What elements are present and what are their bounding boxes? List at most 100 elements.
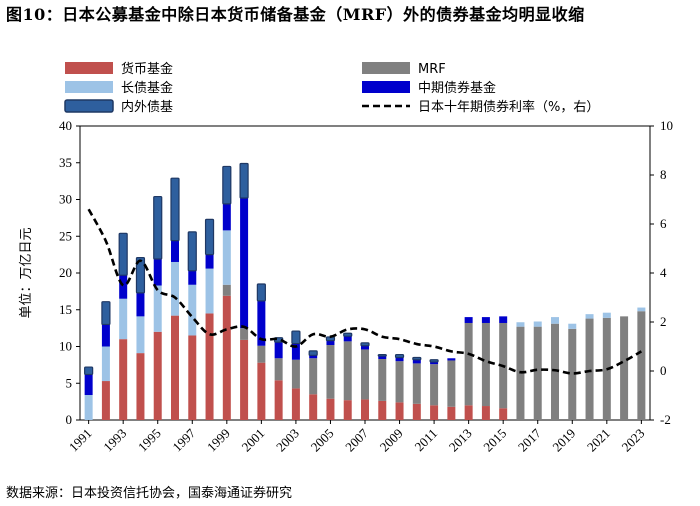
bar-中期债券基金-1998 [205,254,214,269]
x-tick-label-2021: 2021 [584,426,613,455]
bar-MRF-2007 [361,349,369,400]
legend-label-MRF: MRF [418,62,446,77]
bar-中期债券基金-2014 [481,317,490,323]
bar-内外债基-1994 [135,256,146,294]
bar-货币基金-2001 [257,362,266,420]
bar-中期债券基金-1999 [222,203,231,231]
bar-长债基金-2017 [533,321,542,327]
y-tick-label-0: 0 [66,412,73,427]
bar-MRF-2017 [533,326,542,420]
x-tick-label-2015: 2015 [480,426,509,455]
legend-label-长债基金: 长债基金 [121,80,173,96]
legend-label-内外债基: 内外债基 [121,99,173,115]
bar-中期债券基金-1996 [171,240,179,262]
legend-swatch-货币基金 [65,62,113,74]
bar-长债基金-1993 [119,298,128,340]
bar-中期债券基金-2015 [499,316,508,323]
bar-中期债券基金-1997 [188,270,197,285]
y2-tick-label-4: 4 [660,265,667,280]
y2-tick-label-0: 0 [660,363,667,378]
bar-货币基金-1998 [205,313,214,420]
bar-中期债券基金-1994 [136,292,145,317]
y-axis-label: 单位：万亿日元 [19,227,34,318]
bar-MRF-2013 [464,322,473,406]
bar-货币基金-1999 [222,295,231,420]
bar-货币基金-1994 [136,353,145,420]
bar-货币基金-2005 [326,398,335,420]
bar-长债基金-1998 [205,268,214,314]
bar-长债基金-1992 [101,346,110,382]
x-tick-label-2017: 2017 [515,425,544,454]
x-tick-label-1993: 1993 [100,426,129,455]
bar-MRF-2000 [240,328,249,340]
bar-长债基金-1996 [171,261,179,316]
bar-长债基金-1995 [153,285,162,332]
bar-MRF-2014 [481,322,490,407]
bar-MRF-1999 [222,284,231,296]
bar-中期债券基金-2005 [326,340,335,346]
y2-tick-label-6: 6 [660,216,667,231]
bar-内外债基-2011 [429,359,439,363]
bar-MRF-2001 [257,345,266,363]
bar-内外债基-2008 [377,353,387,357]
bar-MRF-2021 [602,317,611,420]
bar-中期债券基金-2012 [447,358,456,361]
chart-source: 数据来源：日本投资信托协会，国泰海通证券研究 [6,486,293,501]
bar-中期债券基金-2000 [240,198,249,329]
y-tick-label-5: 5 [66,375,73,390]
line-日本十年期债券利率（%，右） [87,208,643,375]
bar-中期债券基金-1995 [153,259,162,286]
bar-货币基金-2015 [499,408,508,420]
bar-货币基金-2010 [412,403,421,420]
bar-内外债基-2003 [291,330,301,345]
bar-货币基金-1992 [101,381,110,420]
y-tick-label-35: 35 [59,155,72,170]
bar-MRF-2019 [568,328,577,420]
bar-货币基金-2003 [291,388,300,420]
bar-中期债券基金-2004 [309,355,318,359]
bar-内外债基-2006 [343,332,353,337]
bar-长债基金-1997 [188,284,197,336]
bar-长债基金-2016 [516,322,525,327]
x-tick-label-2003: 2003 [273,426,302,455]
bar-长债基金-2019 [568,323,577,329]
bar-长债基金-1991 [84,395,93,420]
bar-MRF-2018 [551,323,559,420]
y-tick-label-15: 15 [59,302,72,317]
bar-内外债基-2009 [394,353,405,359]
bar-中期债券基金-2009 [395,357,404,362]
legend-label-中期债券基金: 中期债券基金 [418,80,496,96]
bar-中期债券基金-2001 [257,300,266,346]
x-tick-label-2013: 2013 [446,426,475,455]
x-tick-label-2001: 2001 [238,426,267,455]
bar-中期债券基金-1993 [119,275,128,299]
legend-swatch-内外债基 [64,99,114,113]
bar-MRF-2022 [620,316,629,420]
y2-tick-label-8: 8 [660,167,667,182]
bar-MRF-2002 [274,358,283,381]
y-tick-label-40: 40 [59,118,72,133]
bar-长债基金-2021 [602,312,611,318]
y-tick-label-25: 25 [59,228,72,243]
y2-tick-label-10: 10 [660,118,673,133]
bar-MRF-2010 [412,363,421,404]
bar-中期债券基金-2002 [274,342,283,359]
bar-内外债基-1997 [187,231,197,272]
bar-货币基金-2009 [395,402,404,420]
bar-货币基金-2008 [378,400,387,420]
x-tick-label-2007: 2007 [342,425,371,454]
bars [84,162,646,420]
bar-中期债券基金-2011 [430,361,439,365]
bar-内外债基-2001 [256,283,266,302]
bar-MRF-2004 [309,358,318,395]
bar-货币基金-2004 [309,394,318,420]
bar-货币基金-2014 [481,406,490,420]
bar-中期债券基金-2006 [343,336,352,342]
bar-货币基金-1995 [153,331,162,420]
y2-tick-label-2: 2 [660,314,667,329]
x-tick-label-1999: 1999 [204,426,233,455]
bar-长债基金-1994 [136,316,145,354]
bar-货币基金-2002 [274,380,283,420]
bar-内外债基-1999 [222,165,232,205]
